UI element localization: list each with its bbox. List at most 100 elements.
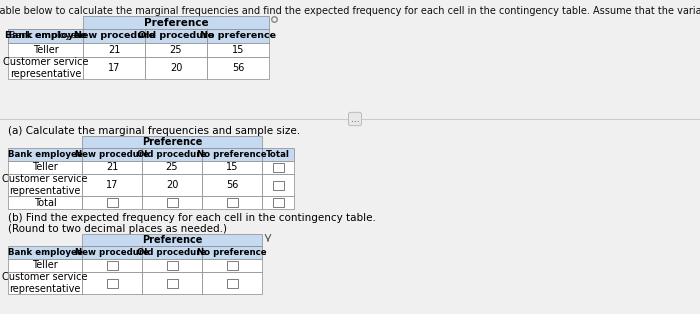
Text: No preference: No preference (197, 248, 267, 257)
Bar (202, 246, 262, 259)
Bar (272, 181, 284, 190)
Text: Teller: Teller (32, 261, 58, 270)
Bar (202, 272, 262, 294)
Bar (145, 29, 207, 43)
Bar (142, 196, 202, 209)
Bar (8, 196, 82, 209)
Text: Customer service
representative: Customer service representative (2, 272, 87, 294)
Bar (106, 261, 118, 270)
Bar (227, 261, 237, 270)
Text: (a) Calculate the marginal frequencies and sample size.: (a) Calculate the marginal frequencies a… (8, 126, 300, 136)
Bar (142, 161, 202, 174)
Text: Customer service
representative: Customer service representative (3, 57, 88, 79)
Text: Total: Total (266, 150, 290, 159)
Text: New procedure: New procedure (75, 150, 149, 159)
Text: Bank employee: Bank employee (8, 150, 83, 159)
Text: 20: 20 (166, 180, 179, 190)
Bar (142, 246, 202, 259)
Bar (142, 174, 202, 196)
Bar (207, 57, 269, 79)
Text: 15: 15 (232, 45, 244, 55)
Text: ...: ... (351, 115, 359, 123)
Text: Preference: Preference (142, 137, 202, 147)
Bar (83, 57, 145, 79)
Bar (202, 148, 262, 161)
Bar (262, 161, 294, 174)
Bar (83, 29, 145, 43)
Text: (b) Find the expected frequency for each cell in the contingency table.: (b) Find the expected frequency for each… (8, 213, 376, 223)
Text: 21: 21 (106, 163, 118, 172)
Bar (8, 148, 82, 161)
Bar (106, 198, 118, 207)
Text: Bank employee: Bank employee (8, 248, 83, 257)
Bar (207, 43, 269, 57)
Text: New procedure: New procedure (74, 31, 155, 41)
Bar (202, 196, 262, 209)
Bar (82, 246, 142, 259)
Bar (82, 148, 142, 161)
Bar (167, 198, 178, 207)
Bar (82, 174, 142, 196)
Bar (106, 279, 118, 288)
Text: Bank employee: Bank employee (5, 31, 86, 41)
Bar (82, 259, 142, 272)
Text: Preference: Preference (142, 235, 202, 245)
Bar (82, 272, 142, 294)
Bar (8, 246, 82, 259)
Text: 56: 56 (226, 180, 238, 190)
Bar (262, 174, 294, 196)
Bar (82, 196, 142, 209)
Text: 25: 25 (166, 163, 179, 172)
Bar (8, 259, 82, 272)
Text: (Round to two decimal places as needed.): (Round to two decimal places as needed.) (8, 224, 227, 234)
Text: Old procedure: Old procedure (137, 248, 206, 257)
Bar (272, 198, 284, 207)
Bar (82, 234, 262, 246)
Bar (8, 272, 82, 294)
Text: 20: 20 (170, 63, 182, 73)
Bar (83, 16, 269, 29)
Bar (8, 174, 82, 196)
Text: 21: 21 (108, 45, 120, 55)
Bar (202, 161, 262, 174)
Text: 17: 17 (106, 180, 118, 190)
Bar (142, 272, 202, 294)
Bar (202, 259, 262, 272)
Text: Teller: Teller (32, 163, 58, 172)
Bar (145, 43, 207, 57)
Bar (8, 29, 83, 43)
Bar (8, 43, 83, 57)
Bar (142, 259, 202, 272)
Text: New procedure: New procedure (75, 248, 149, 257)
Text: Customer service
representative: Customer service representative (2, 174, 87, 196)
Text: Total: Total (34, 198, 57, 208)
Bar (227, 279, 237, 288)
Bar (262, 196, 294, 209)
Bar (83, 43, 145, 57)
Bar (272, 163, 284, 172)
Text: 15: 15 (226, 163, 238, 172)
Bar (262, 148, 294, 161)
Bar (8, 29, 83, 43)
Text: Old procedure: Old procedure (137, 150, 206, 159)
Bar (82, 161, 142, 174)
Text: Preference: Preference (144, 18, 209, 28)
Text: Old procedure: Old procedure (138, 31, 214, 41)
Text: No preference: No preference (197, 150, 267, 159)
Bar (202, 174, 262, 196)
Bar (145, 57, 207, 79)
Text: Use the contingency table below to calculate the marginal frequencies and find t: Use the contingency table below to calcu… (0, 6, 700, 16)
Bar (8, 57, 83, 79)
Text: 17: 17 (108, 63, 120, 73)
Bar (207, 29, 269, 43)
Text: Teller: Teller (33, 45, 58, 55)
Bar (227, 198, 237, 207)
Text: 25: 25 (169, 45, 182, 55)
Bar (82, 136, 262, 148)
Text: No preference: No preference (200, 31, 276, 41)
Text: Bank employee: Bank employee (8, 31, 83, 41)
Bar (167, 279, 178, 288)
Bar (142, 148, 202, 161)
Text: 56: 56 (232, 63, 244, 73)
Bar (167, 261, 178, 270)
